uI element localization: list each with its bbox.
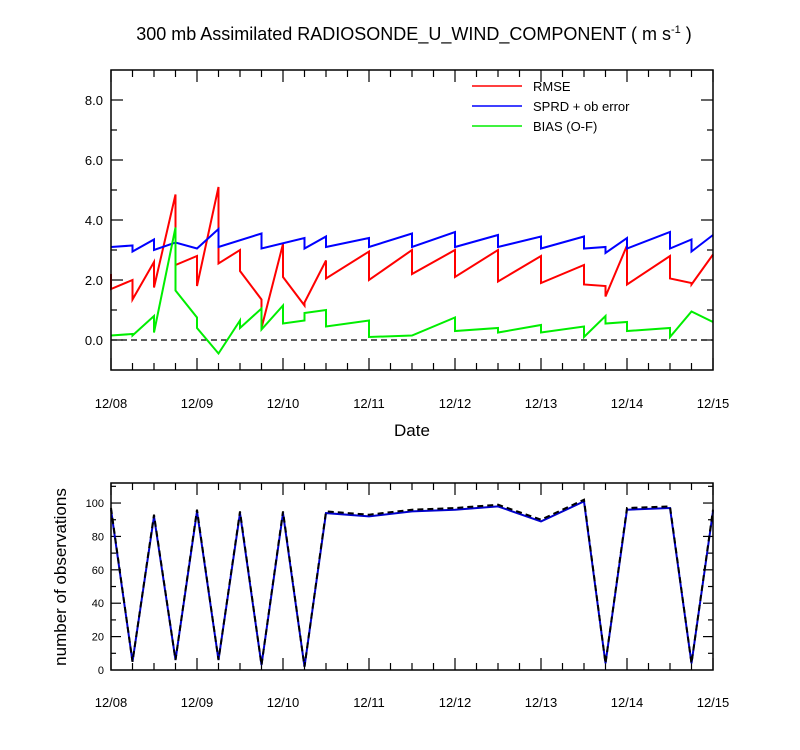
y-axis-title-observations: number of observations — [51, 488, 70, 666]
top-plot-frame — [110, 69, 714, 371]
x-tick-label: 12/12 — [439, 695, 472, 710]
y-tick-label: 20 — [92, 632, 104, 644]
bottom-plot-frame — [110, 482, 714, 671]
bottom-y-axis: 0 20 40 60 80 100 — [86, 498, 104, 677]
x-tick-label: 12/13 — [525, 695, 558, 710]
series-bias-line — [110, 227, 714, 356]
top-chart: 0.0 2.0 4.0 6.0 8.0 12/08 12/09 12/10 12/11 12/1… — [85, 69, 730, 440]
series-observations-dashed-line — [110, 498, 714, 667]
x-tick-label: 12/10 — [267, 396, 300, 411]
x-tick-label: 12/15 — [697, 396, 730, 411]
series-rmse-line — [110, 186, 714, 329]
x-tick-label: 12/12 — [439, 396, 472, 411]
bottom-x-axis: 12/08 12/09 12/10 12/11 12/12 12/13 12/14 12/15 — [95, 695, 730, 710]
x-tick-label: 12/09 — [181, 695, 214, 710]
top-x-axis: 12/08 12/09 12/10 12/11 12/12 12/13 12/14 12/15 — [95, 396, 730, 411]
series-sprd-line — [110, 226, 714, 255]
x-tick-label: 12/14 — [611, 695, 644, 710]
y-tick-label: 6.0 — [85, 153, 103, 168]
y-tick-label: 2.0 — [85, 273, 103, 288]
x-tick-label: 12/08 — [95, 695, 128, 710]
series-observations-line — [110, 499, 714, 667]
top-axis-ticks — [110, 70, 714, 370]
x-tick-label: 12/08 — [95, 396, 128, 411]
x-tick-label: 12/09 — [181, 396, 214, 411]
y-tick-label: 40 — [92, 598, 104, 610]
x-tick-label: 12/13 — [525, 396, 558, 411]
x-tick-label: 12/10 — [267, 695, 300, 710]
y-tick-label: 8.0 — [85, 93, 103, 108]
x-tick-label: 12/11 — [353, 396, 385, 411]
legend: RMSE SPRD + ob error BIAS (O-F) — [472, 79, 630, 134]
y-tick-label: 100 — [86, 498, 104, 510]
x-tick-label: 12/15 — [697, 695, 730, 710]
x-tick-label: 12/11 — [353, 695, 385, 710]
y-tick-label: 80 — [92, 531, 104, 543]
x-tick-label: 12/14 — [611, 396, 644, 411]
y-tick-label: 4.0 — [85, 213, 103, 228]
bottom-series-group — [110, 498, 714, 667]
y-tick-label: 60 — [92, 565, 104, 577]
x-axis-title: Date — [394, 421, 430, 440]
top-series-group — [110, 186, 714, 356]
legend-label-bias: BIAS (O-F) — [533, 119, 597, 134]
legend-label-rmse: RMSE — [533, 79, 571, 94]
top-y-axis: 0.0 2.0 4.0 6.0 8.0 — [85, 93, 103, 348]
legend-label-sprd: SPRD + ob error — [533, 99, 630, 114]
y-tick-label: 0 — [98, 665, 104, 677]
chart-title: 300 mb Assimilated RADIOSONDE_U_WIND_COM… — [136, 24, 692, 45]
y-tick-label: 0.0 — [85, 333, 103, 348]
